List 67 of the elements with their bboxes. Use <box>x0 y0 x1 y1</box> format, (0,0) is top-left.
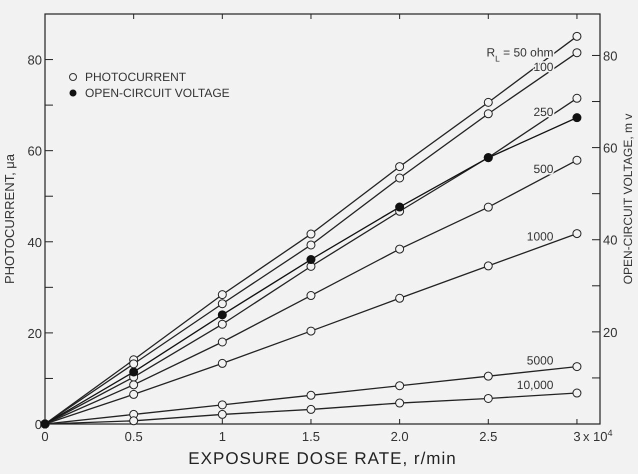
point <box>572 156 582 165</box>
point <box>306 291 316 300</box>
point <box>306 404 316 414</box>
point <box>218 410 227 419</box>
y2-tick-label: 60 <box>603 140 618 156</box>
text: x 10$^{4}$ <box>582 428 613 444</box>
point <box>484 98 493 107</box>
x-tick-label: 1 <box>218 429 226 444</box>
y-axis-title: PHOTOCURRENT, μa <box>2 153 17 284</box>
x-tick-label: 2.0 <box>390 429 409 444</box>
point <box>218 290 227 300</box>
x-tick-label: 1.5 <box>302 429 320 444</box>
point <box>306 390 316 400</box>
point <box>572 48 582 58</box>
annotation: PHOTOCURRENT <box>85 70 187 84</box>
point <box>395 162 404 172</box>
point <box>572 32 582 41</box>
point <box>218 400 227 410</box>
point <box>218 338 227 346</box>
point <box>218 299 227 308</box>
point <box>306 240 316 250</box>
point <box>218 310 227 320</box>
point <box>395 244 404 254</box>
point <box>484 372 493 381</box>
series-label: 250 <box>533 104 554 119</box>
y2-tick-label: 40 <box>603 232 618 248</box>
point <box>218 320 227 329</box>
y2-tick-label: 20 <box>603 324 618 340</box>
x-tick-label: 0.5 <box>124 429 143 444</box>
point <box>572 94 582 103</box>
point <box>306 230 316 239</box>
point <box>484 202 493 212</box>
point <box>129 380 138 390</box>
point <box>484 261 493 270</box>
series-label: 500 <box>533 162 554 176</box>
point <box>129 416 138 426</box>
point <box>218 358 227 368</box>
point <box>129 390 138 399</box>
series-label: 5000 <box>526 353 554 368</box>
point <box>306 326 316 336</box>
point <box>395 381 404 390</box>
x-tick-label: 3 <box>573 429 581 444</box>
legend-label: OPEN-CIRCUIT VOLTAGE <box>85 86 230 100</box>
point <box>129 359 138 368</box>
y-tick-label: 60 <box>28 144 42 159</box>
point <box>306 255 316 264</box>
point <box>129 367 138 376</box>
series-label: 1000 <box>526 230 554 244</box>
y2-axis-title: OPEN-CIRCUIT VOLTAGE, m v <box>621 114 635 284</box>
point <box>484 394 493 403</box>
x-tick-label: 2.5 <box>479 429 498 444</box>
series-label: 10,000 <box>516 378 554 392</box>
y-tick-label: 80 <box>28 52 42 68</box>
y-tick-label: 20 <box>28 326 42 341</box>
point <box>572 388 582 398</box>
point <box>395 202 404 212</box>
point <box>572 362 582 372</box>
x-axis-title: EXPOSURE DOSE RATE, r/min <box>188 449 457 468</box>
y-tick-label: 40 <box>28 234 42 250</box>
point <box>572 113 582 122</box>
point <box>572 229 582 238</box>
y2-tick-label: 80 <box>603 48 618 64</box>
point <box>395 398 404 408</box>
point <box>395 294 404 303</box>
series-label: R$_{L}$ = 50 ohm <box>486 46 554 64</box>
point <box>484 109 493 118</box>
point <box>395 174 404 182</box>
